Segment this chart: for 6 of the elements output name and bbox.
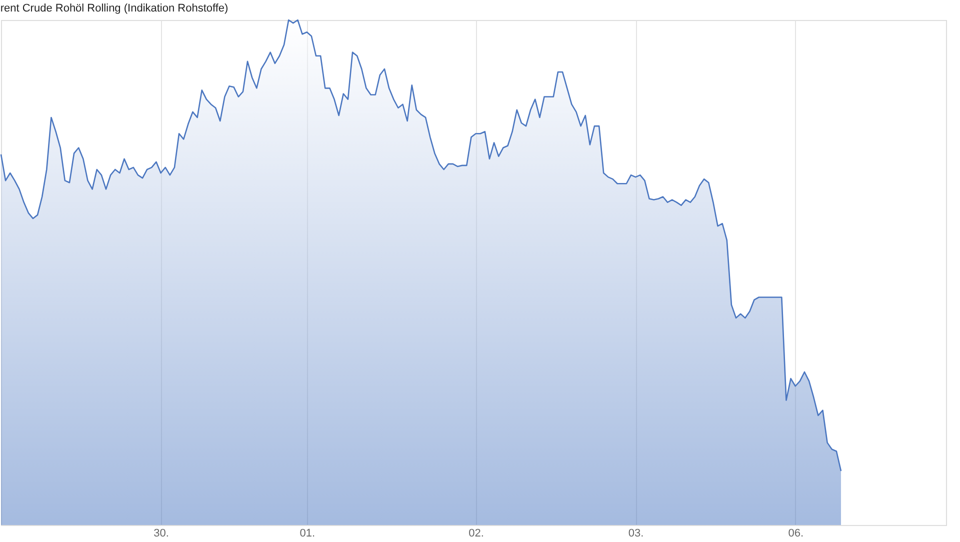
x-tick-label: 30. [154,528,169,540]
x-tick-label: 01. [300,528,316,540]
x-tick-label: 02. [468,528,484,540]
x-tick-label: 03. [628,528,644,540]
chart-title: rent Crude Rohöl Rolling (Indikation Rohstoffe) [0,2,228,14]
x-tick-label: 06. [788,528,804,540]
